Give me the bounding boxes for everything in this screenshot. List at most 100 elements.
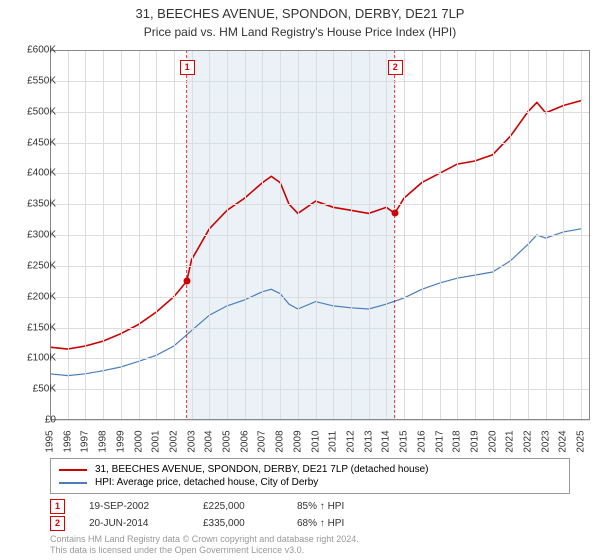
x-axis-tick-label: 1997 bbox=[80, 430, 91, 452]
gridline-vertical bbox=[68, 50, 69, 420]
footnote-line: Contains HM Land Registry data © Crown c… bbox=[50, 534, 359, 545]
y-axis-tick-label: £450K bbox=[27, 137, 56, 148]
gridline-vertical bbox=[422, 50, 423, 420]
gridline-vertical bbox=[493, 50, 494, 420]
x-axis-tick-label: 2007 bbox=[257, 430, 268, 452]
x-axis-tick-label: 1995 bbox=[45, 430, 56, 452]
gridline-vertical bbox=[528, 50, 529, 420]
gridline-horizontal bbox=[50, 420, 590, 421]
y-axis-tick-label: £500K bbox=[27, 106, 56, 117]
chart-title: 31, BEECHES AVENUE, SPONDON, DERBY, DE21… bbox=[0, 0, 600, 23]
x-axis-tick-label: 2023 bbox=[540, 430, 551, 452]
gridline-vertical bbox=[245, 50, 246, 420]
legend-row: 31, BEECHES AVENUE, SPONDON, DERBY, DE21… bbox=[59, 463, 561, 476]
y-axis-tick-label: £250K bbox=[27, 260, 56, 271]
gridline-horizontal bbox=[50, 112, 590, 113]
sale-row-marker: 2 bbox=[50, 516, 65, 531]
x-axis-tick-label: 1998 bbox=[98, 430, 109, 452]
legend-label: HPI: Average price, detached house, City… bbox=[95, 477, 318, 488]
sale-marker-box: 2 bbox=[388, 60, 403, 75]
x-axis-tick-label: 2015 bbox=[399, 430, 410, 452]
gridline-horizontal bbox=[50, 297, 590, 298]
gridline-vertical bbox=[298, 50, 299, 420]
y-axis-tick-label: £50K bbox=[33, 384, 56, 395]
legend-swatch bbox=[59, 482, 87, 484]
gridline-vertical bbox=[156, 50, 157, 420]
sale-row: 119-SEP-2002£225,00085% ↑ HPI bbox=[50, 498, 377, 515]
x-axis-tick-label: 2012 bbox=[345, 430, 356, 452]
y-axis-tick-label: £600K bbox=[27, 45, 56, 56]
gridline-vertical bbox=[139, 50, 140, 420]
gridline-horizontal bbox=[50, 173, 590, 174]
gridline-vertical bbox=[351, 50, 352, 420]
gridline-horizontal bbox=[50, 81, 590, 82]
x-axis-tick-label: 2016 bbox=[416, 430, 427, 452]
gridline-vertical bbox=[386, 50, 387, 420]
x-axis-tick-label: 2009 bbox=[292, 430, 303, 452]
x-axis-tick-label: 2011 bbox=[328, 431, 339, 453]
gridline-vertical bbox=[192, 50, 193, 420]
gridline-vertical bbox=[209, 50, 210, 420]
sale-marker-box: 1 bbox=[180, 60, 195, 75]
x-axis-tick-label: 2005 bbox=[222, 430, 233, 452]
gridline-horizontal bbox=[50, 328, 590, 329]
legend-swatch bbox=[59, 469, 87, 471]
gridline-horizontal bbox=[50, 204, 590, 205]
sales-table: 119-SEP-2002£225,00085% ↑ HPI220-JUN-201… bbox=[50, 498, 377, 532]
x-axis-tick-label: 2008 bbox=[275, 430, 286, 452]
y-axis-tick-label: £150K bbox=[27, 322, 56, 333]
chart-plot-area bbox=[50, 50, 590, 420]
y-axis-tick-label: £100K bbox=[27, 353, 56, 364]
y-axis-tick-label: £0 bbox=[45, 415, 56, 426]
chart-subtitle: Price paid vs. HM Land Registry's House … bbox=[0, 23, 600, 39]
x-axis-tick-label: 2006 bbox=[239, 430, 250, 452]
gridline-vertical bbox=[510, 50, 511, 420]
x-axis-tick-label: 2004 bbox=[204, 430, 215, 452]
x-axis-tick-label: 2022 bbox=[523, 430, 534, 452]
footnote-line: This data is licensed under the Open Gov… bbox=[50, 545, 359, 556]
gridline-vertical bbox=[369, 50, 370, 420]
sale-row-price: £335,000 bbox=[203, 518, 273, 529]
sale-row-date: 19-SEP-2002 bbox=[89, 501, 179, 512]
gridline-vertical bbox=[404, 50, 405, 420]
x-axis-tick-label: 2000 bbox=[133, 430, 144, 452]
x-axis-tick-label: 2014 bbox=[381, 430, 392, 452]
gridline-vertical bbox=[333, 50, 334, 420]
sale-row: 220-JUN-2014£335,00068% ↑ HPI bbox=[50, 515, 377, 532]
gridline-vertical bbox=[103, 50, 104, 420]
chart-legend: 31, BEECHES AVENUE, SPONDON, DERBY, DE21… bbox=[50, 458, 570, 494]
x-axis-tick-label: 2025 bbox=[576, 430, 587, 452]
y-axis-tick-label: £400K bbox=[27, 168, 56, 179]
sale-marker-dot bbox=[183, 278, 190, 285]
x-axis-tick-label: 2010 bbox=[310, 430, 321, 452]
y-axis-tick-label: £350K bbox=[27, 199, 56, 210]
gridline-vertical bbox=[121, 50, 122, 420]
x-axis-tick-label: 1999 bbox=[115, 430, 126, 452]
x-axis-tick-label: 2018 bbox=[452, 430, 463, 452]
sale-marker-dot bbox=[391, 210, 398, 217]
y-axis-tick-label: £550K bbox=[27, 75, 56, 86]
gridline-vertical bbox=[174, 50, 175, 420]
y-axis-tick-label: £300K bbox=[27, 230, 56, 241]
gridline-horizontal bbox=[50, 389, 590, 390]
gridline-vertical bbox=[440, 50, 441, 420]
gridline-vertical bbox=[262, 50, 263, 420]
gridline-vertical bbox=[85, 50, 86, 420]
gridline-vertical bbox=[457, 50, 458, 420]
x-axis-tick-label: 2020 bbox=[487, 430, 498, 452]
gridline-vertical bbox=[581, 50, 582, 420]
legend-row: HPI: Average price, detached house, City… bbox=[59, 476, 561, 489]
sale-row-vs-hpi: 68% ↑ HPI bbox=[297, 518, 377, 529]
y-axis-tick-label: £200K bbox=[27, 291, 56, 302]
gridline-vertical bbox=[227, 50, 228, 420]
gridline-horizontal bbox=[50, 235, 590, 236]
x-axis-tick-label: 2002 bbox=[168, 430, 179, 452]
sale-row-vs-hpi: 85% ↑ HPI bbox=[297, 501, 377, 512]
gridline-horizontal bbox=[50, 358, 590, 359]
x-axis-tick-label: 2024 bbox=[558, 430, 569, 452]
gridline-vertical bbox=[546, 50, 547, 420]
footnote: Contains HM Land Registry data © Crown c… bbox=[50, 534, 359, 556]
legend-label: 31, BEECHES AVENUE, SPONDON, DERBY, DE21… bbox=[95, 464, 429, 475]
gridline-vertical bbox=[475, 50, 476, 420]
gridline-horizontal bbox=[50, 266, 590, 267]
